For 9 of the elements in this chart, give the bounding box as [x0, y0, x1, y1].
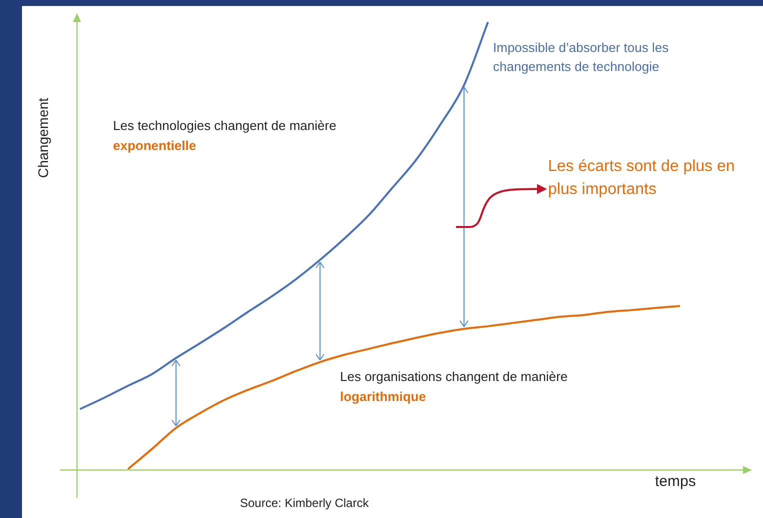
x-axis-title: temps [655, 472, 696, 491]
annotation: Les écarts sont de plus en plus importants [548, 157, 736, 200]
source-note: Source: Kimberly Clarck [240, 495, 369, 512]
annotation: Les organisations changent de manière [340, 368, 568, 386]
annotation: Les technologies changent de manière [113, 117, 336, 135]
annotation: exponentielle [113, 137, 196, 155]
annotation: Impossible d’absorber tous les changements de technologie [493, 39, 670, 76]
y-axis-title: Changement [34, 98, 52, 178]
annotation: logarithmique [340, 388, 426, 406]
